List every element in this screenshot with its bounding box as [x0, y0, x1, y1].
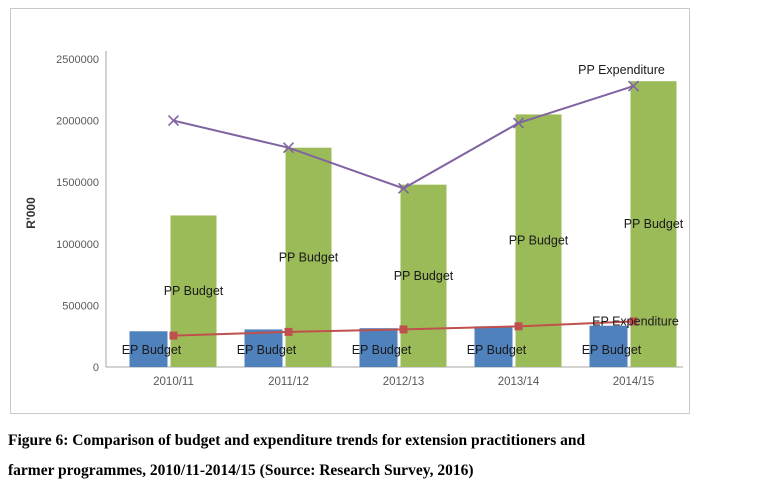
x-tick-label: 2011/12: [268, 376, 309, 388]
line-pp-expenditure: [173, 85, 634, 190]
marker-square: [514, 322, 523, 331]
ep-budget-data-label: EP Budget: [352, 343, 412, 357]
pp-budget-data-label: PP Budget: [164, 284, 224, 298]
marker-square: [399, 325, 408, 334]
bar-pp-budget: [630, 81, 677, 368]
pp-expenditure-label: PP Expenditure: [578, 63, 665, 77]
y-axis-title: R'000: [24, 197, 38, 229]
bar-ep-budget: [244, 329, 283, 367]
marker-square: [629, 317, 638, 326]
x-tick-label: 2012/13: [383, 376, 425, 388]
y-tick-label: 0: [93, 362, 99, 374]
marker-square: [169, 331, 178, 340]
ep-budget-data-label: EP Budget: [122, 343, 182, 357]
bar-pp-budget: [170, 215, 217, 367]
bar-ep-budget: [589, 325, 628, 367]
y-tick-label: 2000000: [56, 116, 99, 128]
bar-ep-budget: [359, 328, 398, 367]
marker-square: [284, 327, 293, 336]
marker-x: [282, 142, 295, 154]
bar-ep-budget: [129, 331, 168, 367]
ep-budget-data-label: EP Budget: [237, 343, 297, 357]
y-tick-label: 2500000: [56, 54, 99, 66]
x-tick-label: 2010/11: [153, 376, 194, 388]
caption-line-1: Figure 6: Comparison of budget and expen…: [8, 432, 586, 449]
chart-canvas: 0 500000 1000000 1500000 2000000 2500000 R'000…: [24, 51, 684, 388]
pp-budget-data-label: PP Budget: [279, 250, 339, 264]
marker-x: [512, 117, 525, 129]
figure-caption: Figure 6: Comparison of budget and expen…: [8, 426, 774, 486]
bar-ep-budget: [474, 326, 513, 367]
y-tick-label: 1500000: [56, 177, 99, 189]
caption-line-2: farmer programmes, 2010/11-2014/15 (Sour…: [8, 462, 474, 479]
ep-budget-data-label: EP Budget: [582, 343, 642, 357]
ep-expenditure-label: EP Expenditure: [592, 314, 679, 328]
pp-budget-data-label: PP Budget: [624, 217, 684, 231]
bar-pp-budget: [400, 184, 447, 367]
ep-budget-data-label: EP Budget: [467, 343, 527, 357]
pp-budget-data-label: PP Budget: [509, 234, 569, 248]
marker-x: [627, 80, 640, 92]
x-tick-label: 2013/14: [498, 376, 540, 388]
x-tick-label: 2014/15: [613, 376, 655, 388]
marker-x: [397, 182, 410, 194]
chart-frame: 0 500000 1000000 1500000 2000000 2500000 R'000…: [10, 8, 690, 414]
pp-budget-data-label: PP Budget: [394, 269, 454, 283]
y-tick-label: 500000: [62, 300, 99, 312]
y-tick-label: 1000000: [56, 239, 99, 251]
marker-x: [167, 115, 180, 127]
